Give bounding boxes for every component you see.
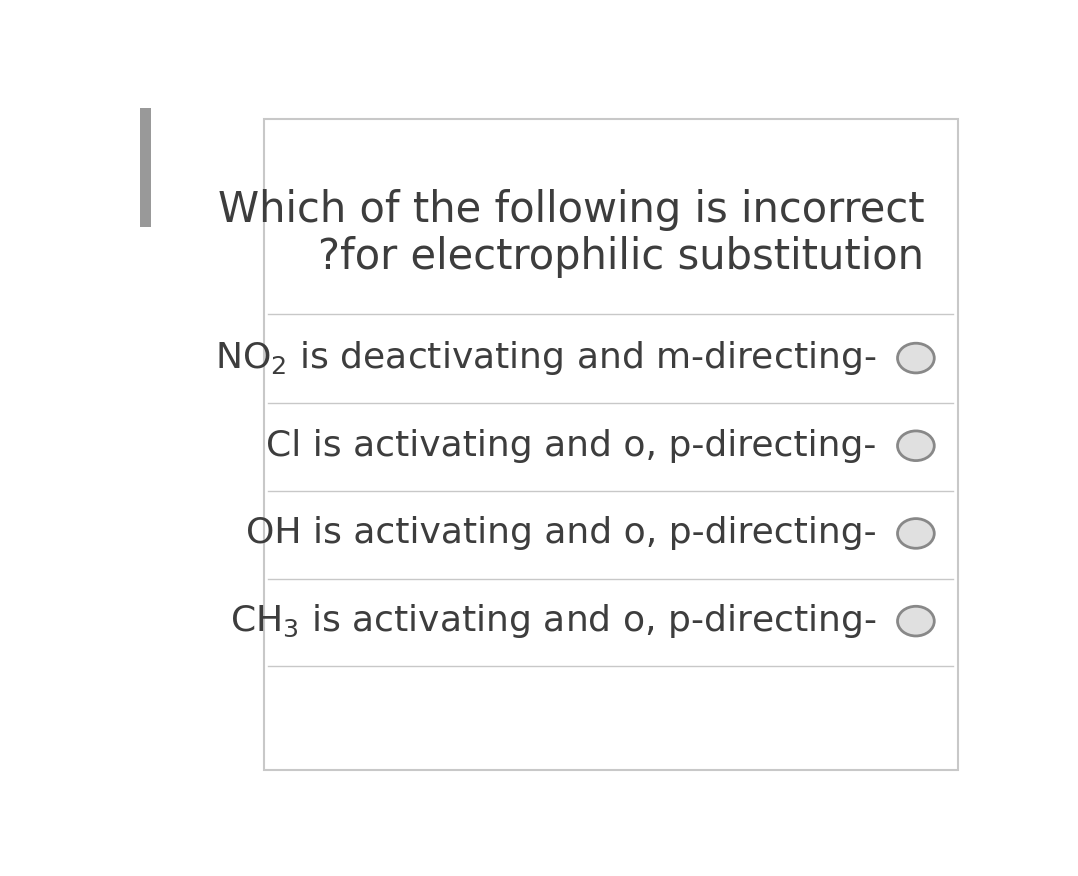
Circle shape [898,519,935,548]
FancyBboxPatch shape [140,109,151,227]
Text: CH$_3$ is activating and o, p-directing-: CH$_3$ is activating and o, p-directing- [230,602,876,640]
Circle shape [898,431,935,461]
Text: Cl is activating and o, p-directing-: Cl is activating and o, p-directing- [266,428,876,463]
Text: Which of the following is incorrect: Which of the following is incorrect [218,188,924,230]
Text: NO$_2$ is deactivating and m-directing-: NO$_2$ is deactivating and m-directing- [216,339,876,377]
FancyBboxPatch shape [264,118,957,769]
Circle shape [898,343,935,373]
Circle shape [898,606,935,636]
Text: OH is activating and o, p-directing-: OH is activating and o, p-directing- [246,517,876,550]
Text: ?for electrophilic substitution: ?for electrophilic substitution [318,236,924,278]
